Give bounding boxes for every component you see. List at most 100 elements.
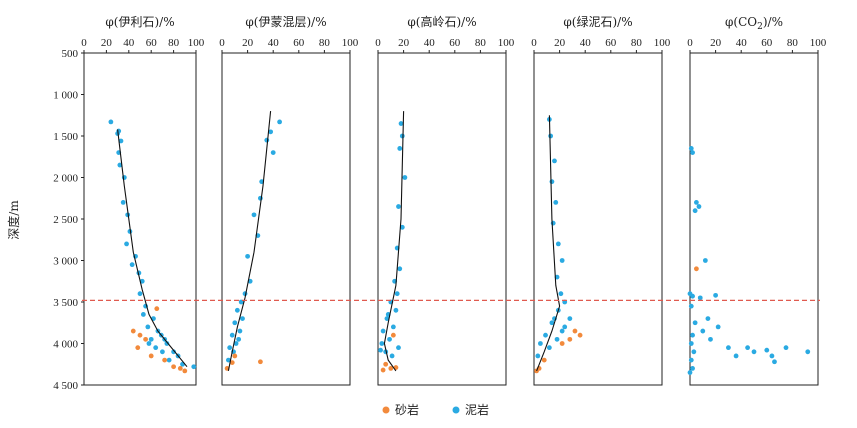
mudstone-point — [148, 336, 154, 342]
mudstone-point — [805, 349, 811, 355]
panel: φ(伊蒙混层)/% 0 20 40 60 80 100 — [219, 15, 359, 386]
x-tick-label: 0 — [81, 37, 87, 49]
mudstone-point — [389, 353, 395, 359]
legend-marker — [452, 406, 460, 414]
mudstone-point — [191, 364, 197, 370]
x-tick-label: 0 — [531, 37, 537, 49]
mudstone-point — [726, 345, 731, 351]
x-tick-label: 100 — [654, 37, 671, 49]
sandstone-point — [388, 366, 394, 371]
panel: φ(CO2)/% 0 20 40 60 80 100 — [687, 15, 827, 386]
mudstone-point — [399, 133, 405, 139]
mudstone-point — [277, 119, 282, 125]
mudstone-point — [562, 324, 568, 330]
mudstone-point — [690, 150, 695, 156]
mudstone-point — [251, 212, 257, 218]
mudstone-point — [713, 292, 718, 298]
x-tick-label: 0 — [219, 37, 225, 49]
mudstone-point — [715, 324, 721, 330]
sandstone-point — [380, 367, 386, 373]
mudstone-point — [772, 359, 777, 365]
sandstone-point — [258, 359, 263, 365]
mudstone-point — [399, 224, 405, 230]
mudstone-point — [553, 200, 559, 205]
mudstone-point — [688, 146, 694, 151]
sandstone-point — [130, 328, 136, 334]
x-tick-label: 80 — [787, 37, 799, 49]
mudstone-point — [146, 341, 152, 346]
mudstone-point — [229, 332, 235, 338]
x-tick-label: 60 — [449, 37, 461, 49]
sandstone-point — [148, 353, 154, 359]
mudstone-point — [687, 370, 693, 375]
mudstone-point — [751, 349, 757, 355]
panel-title: φ(高岭石)/% — [407, 14, 476, 29]
mudstone-point — [234, 307, 240, 313]
mudstone-point — [688, 357, 694, 363]
mudstone-point — [396, 204, 401, 209]
mudstone-point — [535, 353, 541, 359]
legend-label: 泥岩 — [465, 402, 489, 417]
mudstone-point — [692, 320, 698, 326]
y-axis-label: 深度/m — [6, 200, 21, 240]
mudstone-point — [233, 341, 239, 346]
mudstone-point — [387, 336, 392, 342]
trend-line — [383, 111, 405, 372]
panel-title: φ(伊利石)/% — [105, 15, 174, 29]
legend: 砂岩 泥岩 — [382, 402, 489, 417]
mudstone-point — [691, 349, 697, 355]
sandstone-point — [534, 368, 539, 374]
y-tick-label: 1 000 — [53, 90, 78, 102]
x-tick-label: 40 — [268, 37, 280, 49]
x-tick-label: 60 — [605, 37, 617, 49]
mudstone-point — [694, 200, 699, 205]
x-tick-label: 60 — [146, 37, 158, 49]
x-tick-label: 80 — [168, 37, 180, 49]
mudstone-point — [270, 150, 276, 156]
mudstone-point — [692, 208, 698, 214]
y-tick-label: 4 000 — [53, 339, 78, 351]
mudstone-point — [702, 258, 708, 263]
sandstone-point — [232, 353, 238, 359]
mudstone-point — [140, 312, 146, 317]
panel: φ(高岭石)/% 0 20 40 60 80 100 — [375, 14, 515, 386]
mudstone-point — [145, 324, 151, 330]
sandstone-point — [577, 332, 583, 338]
mudstone-point — [226, 357, 231, 363]
sandstone-point — [154, 306, 160, 312]
mudstone-point — [227, 345, 233, 351]
mudstone-point — [548, 133, 554, 139]
x-tick-label: 40 — [736, 37, 748, 49]
x-tick-label: 40 — [424, 37, 436, 49]
x-tick-label: 80 — [319, 37, 331, 49]
mudstone-point — [380, 328, 386, 334]
mudstone-point — [390, 324, 396, 330]
legend-label: 砂岩 — [395, 402, 419, 417]
mudstone-point — [137, 291, 143, 297]
sandstone-point — [541, 357, 547, 363]
mudstone-point — [549, 320, 555, 326]
mudstone-point — [708, 336, 713, 342]
y-tick-label: 2 500 — [53, 214, 78, 226]
mudstone-point — [108, 119, 114, 125]
mudstone-point — [552, 158, 557, 164]
sandstone-point — [137, 332, 143, 338]
mudstone-point — [393, 307, 399, 313]
y-tick-label: 1 500 — [53, 131, 78, 143]
panel-title: φ(绿泥石)/% — [563, 14, 632, 29]
mudstone-point — [554, 336, 560, 342]
y-tick-label: 3 500 — [53, 297, 78, 309]
x-tick-label: 60 — [761, 37, 773, 49]
mudstone-point — [237, 328, 243, 334]
x-tick-label: 100 — [188, 37, 205, 49]
mudstone-point — [688, 341, 694, 346]
mudstone-point — [690, 332, 695, 338]
mudstone-point — [397, 266, 403, 272]
x-tick-label: 0 — [687, 37, 693, 49]
mudstone-point — [124, 241, 129, 247]
sandstone-point — [162, 357, 168, 363]
mudstone-point — [697, 295, 703, 301]
y-tick-label: 2 000 — [53, 173, 78, 185]
mudstone-point — [769, 353, 775, 359]
